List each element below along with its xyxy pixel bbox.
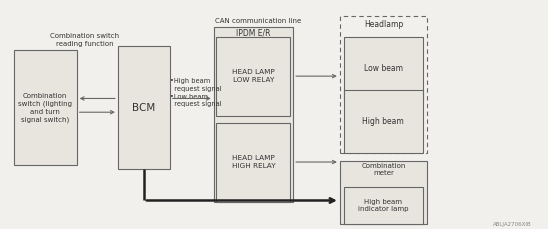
Text: CAN communication line: CAN communication line — [215, 18, 301, 24]
Bar — [344, 187, 423, 224]
Text: ABLJA2706XIB: ABLJA2706XIB — [493, 222, 532, 227]
Text: Headlamp: Headlamp — [364, 19, 403, 29]
Text: Combination
switch (lighting
and turn
signal switch): Combination switch (lighting and turn si… — [18, 93, 72, 123]
Text: HEAD LAMP
HIGH RELAY: HEAD LAMP HIGH RELAY — [232, 155, 275, 169]
Bar — [340, 16, 427, 153]
Bar — [216, 123, 290, 202]
Text: Combination switch
reading function: Combination switch reading function — [50, 33, 119, 47]
Bar — [344, 90, 423, 153]
Bar — [344, 37, 423, 100]
Text: High beam: High beam — [362, 117, 404, 126]
Bar — [216, 37, 290, 116]
Text: High beam
indicator lamp: High beam indicator lamp — [358, 199, 409, 213]
Bar — [14, 50, 77, 165]
Bar — [214, 27, 293, 202]
Bar — [340, 161, 427, 224]
Text: Low beam: Low beam — [364, 64, 403, 73]
Text: BCM: BCM — [132, 103, 156, 113]
Text: IPDM E/R: IPDM E/R — [237, 29, 271, 38]
Text: HEAD LAMP
LOW RELAY: HEAD LAMP LOW RELAY — [232, 69, 275, 83]
Bar — [118, 46, 170, 169]
Text: Combination
meter: Combination meter — [362, 163, 406, 176]
Text: •High beam
  request signal
•Low beam
  request signal: •High beam request signal •Low beam requ… — [170, 78, 221, 107]
